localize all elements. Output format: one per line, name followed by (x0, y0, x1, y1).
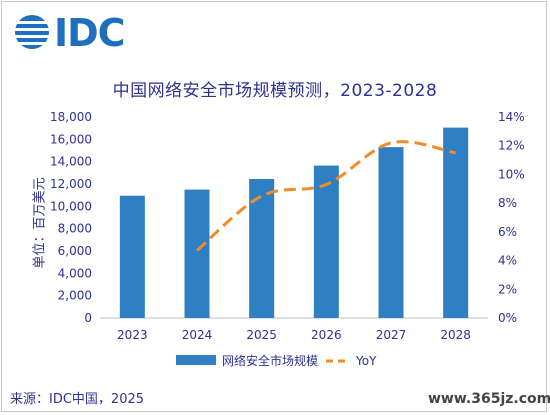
x-tick-label: 2023 (117, 328, 148, 342)
y2-tick-label: 10% (498, 167, 525, 181)
y-tick-label: 4,000 (58, 266, 92, 280)
y2-tick-label: 6% (498, 225, 517, 239)
y2-tick-label: 2% (498, 282, 517, 296)
bar (119, 195, 145, 318)
y-tick-label: 0 (84, 311, 92, 325)
bar (378, 147, 404, 318)
y-tick-label: 16,000 (50, 132, 92, 146)
bar (313, 165, 339, 318)
y-tick-label: 8,000 (58, 222, 92, 236)
y-tick-label: 10,000 (50, 199, 92, 213)
y2-tick-label: 8% (498, 196, 517, 210)
source-note: 来源：IDC中国，2025 (10, 392, 145, 407)
y2-tick-label: 12% (498, 139, 525, 153)
y-tick-label: 18,000 (50, 110, 92, 124)
y-tick-label: 2,000 (58, 289, 92, 303)
globe-icon (15, 15, 49, 49)
legend-line-label: YoY (355, 354, 377, 368)
y-tick-label: 12,000 (50, 177, 92, 191)
bar (184, 189, 210, 318)
x-tick-label: 2024 (182, 328, 213, 342)
x-tick-label: 2027 (376, 328, 407, 342)
logo-text: IDC (54, 11, 126, 55)
watermark: www.365jz.com (428, 391, 550, 407)
chart-title: 中国网络安全市场规模预测，2023-2028 (112, 81, 438, 101)
y2-tick-label: 0% (498, 311, 517, 325)
y2-tick-label: 4% (498, 254, 517, 268)
x-tick-label: 2028 (440, 328, 471, 342)
legend-bar-label: 网络安全市场规模 (222, 353, 318, 368)
idc-logo: IDC (14, 10, 126, 56)
y-tick-label: 14,000 (50, 155, 92, 169)
y-tick-label: 6,000 (58, 244, 92, 258)
x-tick-label: 2025 (246, 328, 277, 342)
y2-tick-label: 14% (498, 110, 525, 124)
legend-bar-swatch (176, 355, 216, 365)
bar (443, 127, 469, 318)
x-tick-label: 2026 (311, 328, 342, 342)
